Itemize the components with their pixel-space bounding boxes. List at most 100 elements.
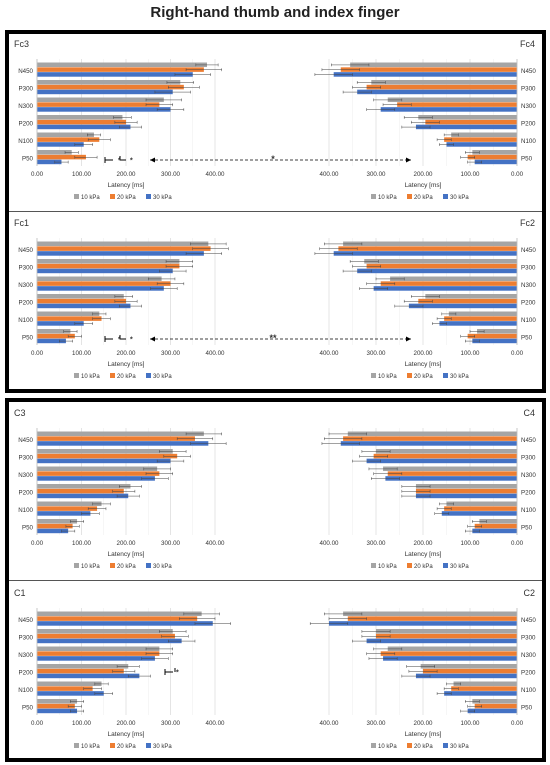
x-tick-label: 400.00 (206, 171, 225, 178)
legend-swatch (443, 194, 448, 199)
legend-swatch (146, 743, 151, 748)
bar-N450-20kPa (37, 616, 198, 621)
bar-N300-30kPa (373, 286, 517, 291)
bar-P300-30kPa (357, 89, 517, 95)
bar-P200-30kPa (408, 303, 517, 309)
category-label-N300: N300 (18, 472, 33, 479)
arrow-head (406, 157, 411, 163)
panel-title: C2 (523, 588, 535, 598)
bar-N450-30kPa (333, 251, 517, 256)
panel-title: Fc2 (520, 218, 535, 228)
bar-P50-30kPa (472, 528, 517, 534)
bar-N450-20kPa (37, 67, 204, 72)
legend-swatch (443, 563, 448, 568)
bar-P50-30kPa (472, 338, 517, 344)
x-tick-label: 100.00 (72, 171, 91, 178)
legend-label: 10 kPa (81, 195, 100, 201)
bar-N100-30kPa (37, 511, 91, 516)
bar-P200-10kPa (37, 484, 131, 489)
panel-title: Fc4 (520, 39, 535, 49)
legend-swatch (146, 373, 151, 378)
legend-swatch (371, 563, 376, 568)
bar-N450-20kPa (37, 436, 195, 441)
bar-P200-20kPa (415, 488, 517, 494)
category-label-P300: P300 (19, 634, 34, 641)
bar-P200-10kPa (37, 664, 129, 669)
category-label-P200: P200 (19, 669, 34, 676)
x-axis-label: Latency [ms] (405, 182, 442, 189)
bar-P300-20kPa (37, 453, 178, 459)
legend-label: 10 kPa (81, 744, 100, 750)
panel-title: C1 (14, 588, 26, 598)
x-tick-label: 200.00 (117, 540, 136, 547)
legend-swatch (443, 743, 448, 748)
x-tick-label: 100.00 (72, 350, 91, 357)
category-label-N450: N450 (521, 437, 536, 444)
x-axis-label: Latency [ms] (108, 182, 145, 189)
bar-N300-10kPa (37, 646, 160, 652)
bar-N300-30kPa (385, 476, 517, 481)
legend-swatch (146, 563, 151, 568)
category-label-N450: N450 (18, 437, 33, 444)
legend-label: 10 kPa (378, 374, 397, 380)
legend-label: 20 kPa (117, 564, 136, 570)
x-tick-label: 200.00 (117, 350, 136, 357)
bar-N100-20kPa (451, 686, 517, 691)
bar-N300-10kPa (37, 466, 158, 472)
bar-N300-30kPa (37, 107, 171, 112)
bar-P200-30kPa (415, 124, 517, 130)
chart-fc2: Fc2 N450 P300 N300 P200 N100 P50 400.00 300.00 20… (314, 218, 536, 380)
category-label-P200: P200 (521, 669, 536, 676)
x-tick-label: 400.00 (206, 350, 225, 357)
legend-label: 10 kPa (81, 564, 100, 570)
bar-P200-30kPa (37, 124, 131, 130)
category-label-N450: N450 (18, 617, 33, 624)
significance-marker: * (271, 154, 275, 164)
legend-swatch (371, 194, 376, 199)
chart-c1: C1 N450 P300 N300 P200 N100 P50 0.00 100.00 200.0… (14, 588, 231, 750)
category-label-P50: P50 (22, 155, 34, 162)
bar-P50-20kPa (467, 154, 517, 160)
bar-P300-30kPa (366, 458, 517, 464)
bar-P50-20kPa (474, 703, 517, 709)
category-label-P200: P200 (19, 489, 34, 496)
bar-N300-20kPa (37, 281, 171, 286)
category-label-N100: N100 (521, 507, 536, 514)
bar-P50-30kPa (474, 159, 517, 165)
bar-N450-30kPa (37, 251, 204, 256)
category-label-P50: P50 (22, 704, 34, 711)
x-tick-label: 0.00 (31, 350, 44, 357)
legend-swatch (74, 373, 79, 378)
bracket (104, 156, 126, 163)
legend-swatch (110, 194, 115, 199)
legend-swatch (74, 194, 79, 199)
bar-P300-30kPa (357, 268, 517, 274)
bar-P300-30kPa (37, 638, 182, 644)
x-axis-label: Latency [ms] (108, 551, 145, 558)
category-label-P50: P50 (521, 524, 533, 531)
bar-P200-20kPa (37, 488, 124, 494)
x-tick-label: 100.00 (461, 720, 480, 727)
panel-title: Fc3 (14, 39, 29, 49)
bar-P200-20kPa (37, 298, 126, 304)
category-label-N100: N100 (521, 317, 536, 324)
significance-marker: * (130, 158, 133, 165)
x-tick-label: 200.00 (414, 350, 433, 357)
bar-P300-10kPa (376, 449, 517, 454)
bar-P200-10kPa (37, 294, 124, 299)
x-tick-label: 400.00 (206, 540, 225, 547)
bar-N100-20kPa (37, 316, 102, 321)
legend-label: 20 kPa (117, 374, 136, 380)
bar-N450-30kPa (37, 441, 209, 446)
bar-P300-10kPa (371, 80, 517, 85)
bar-P300-20kPa (366, 84, 517, 90)
bar-P50-10kPa (472, 699, 517, 704)
bracket (164, 668, 176, 675)
bar-N100-20kPa (37, 506, 98, 511)
bar-P50-10kPa (472, 150, 517, 155)
bar-P50-10kPa (37, 329, 71, 334)
category-label-P50: P50 (521, 334, 533, 341)
bar-N100-10kPa (37, 311, 100, 317)
bar-P300-10kPa (376, 629, 517, 634)
bar-N300-10kPa (37, 276, 162, 282)
